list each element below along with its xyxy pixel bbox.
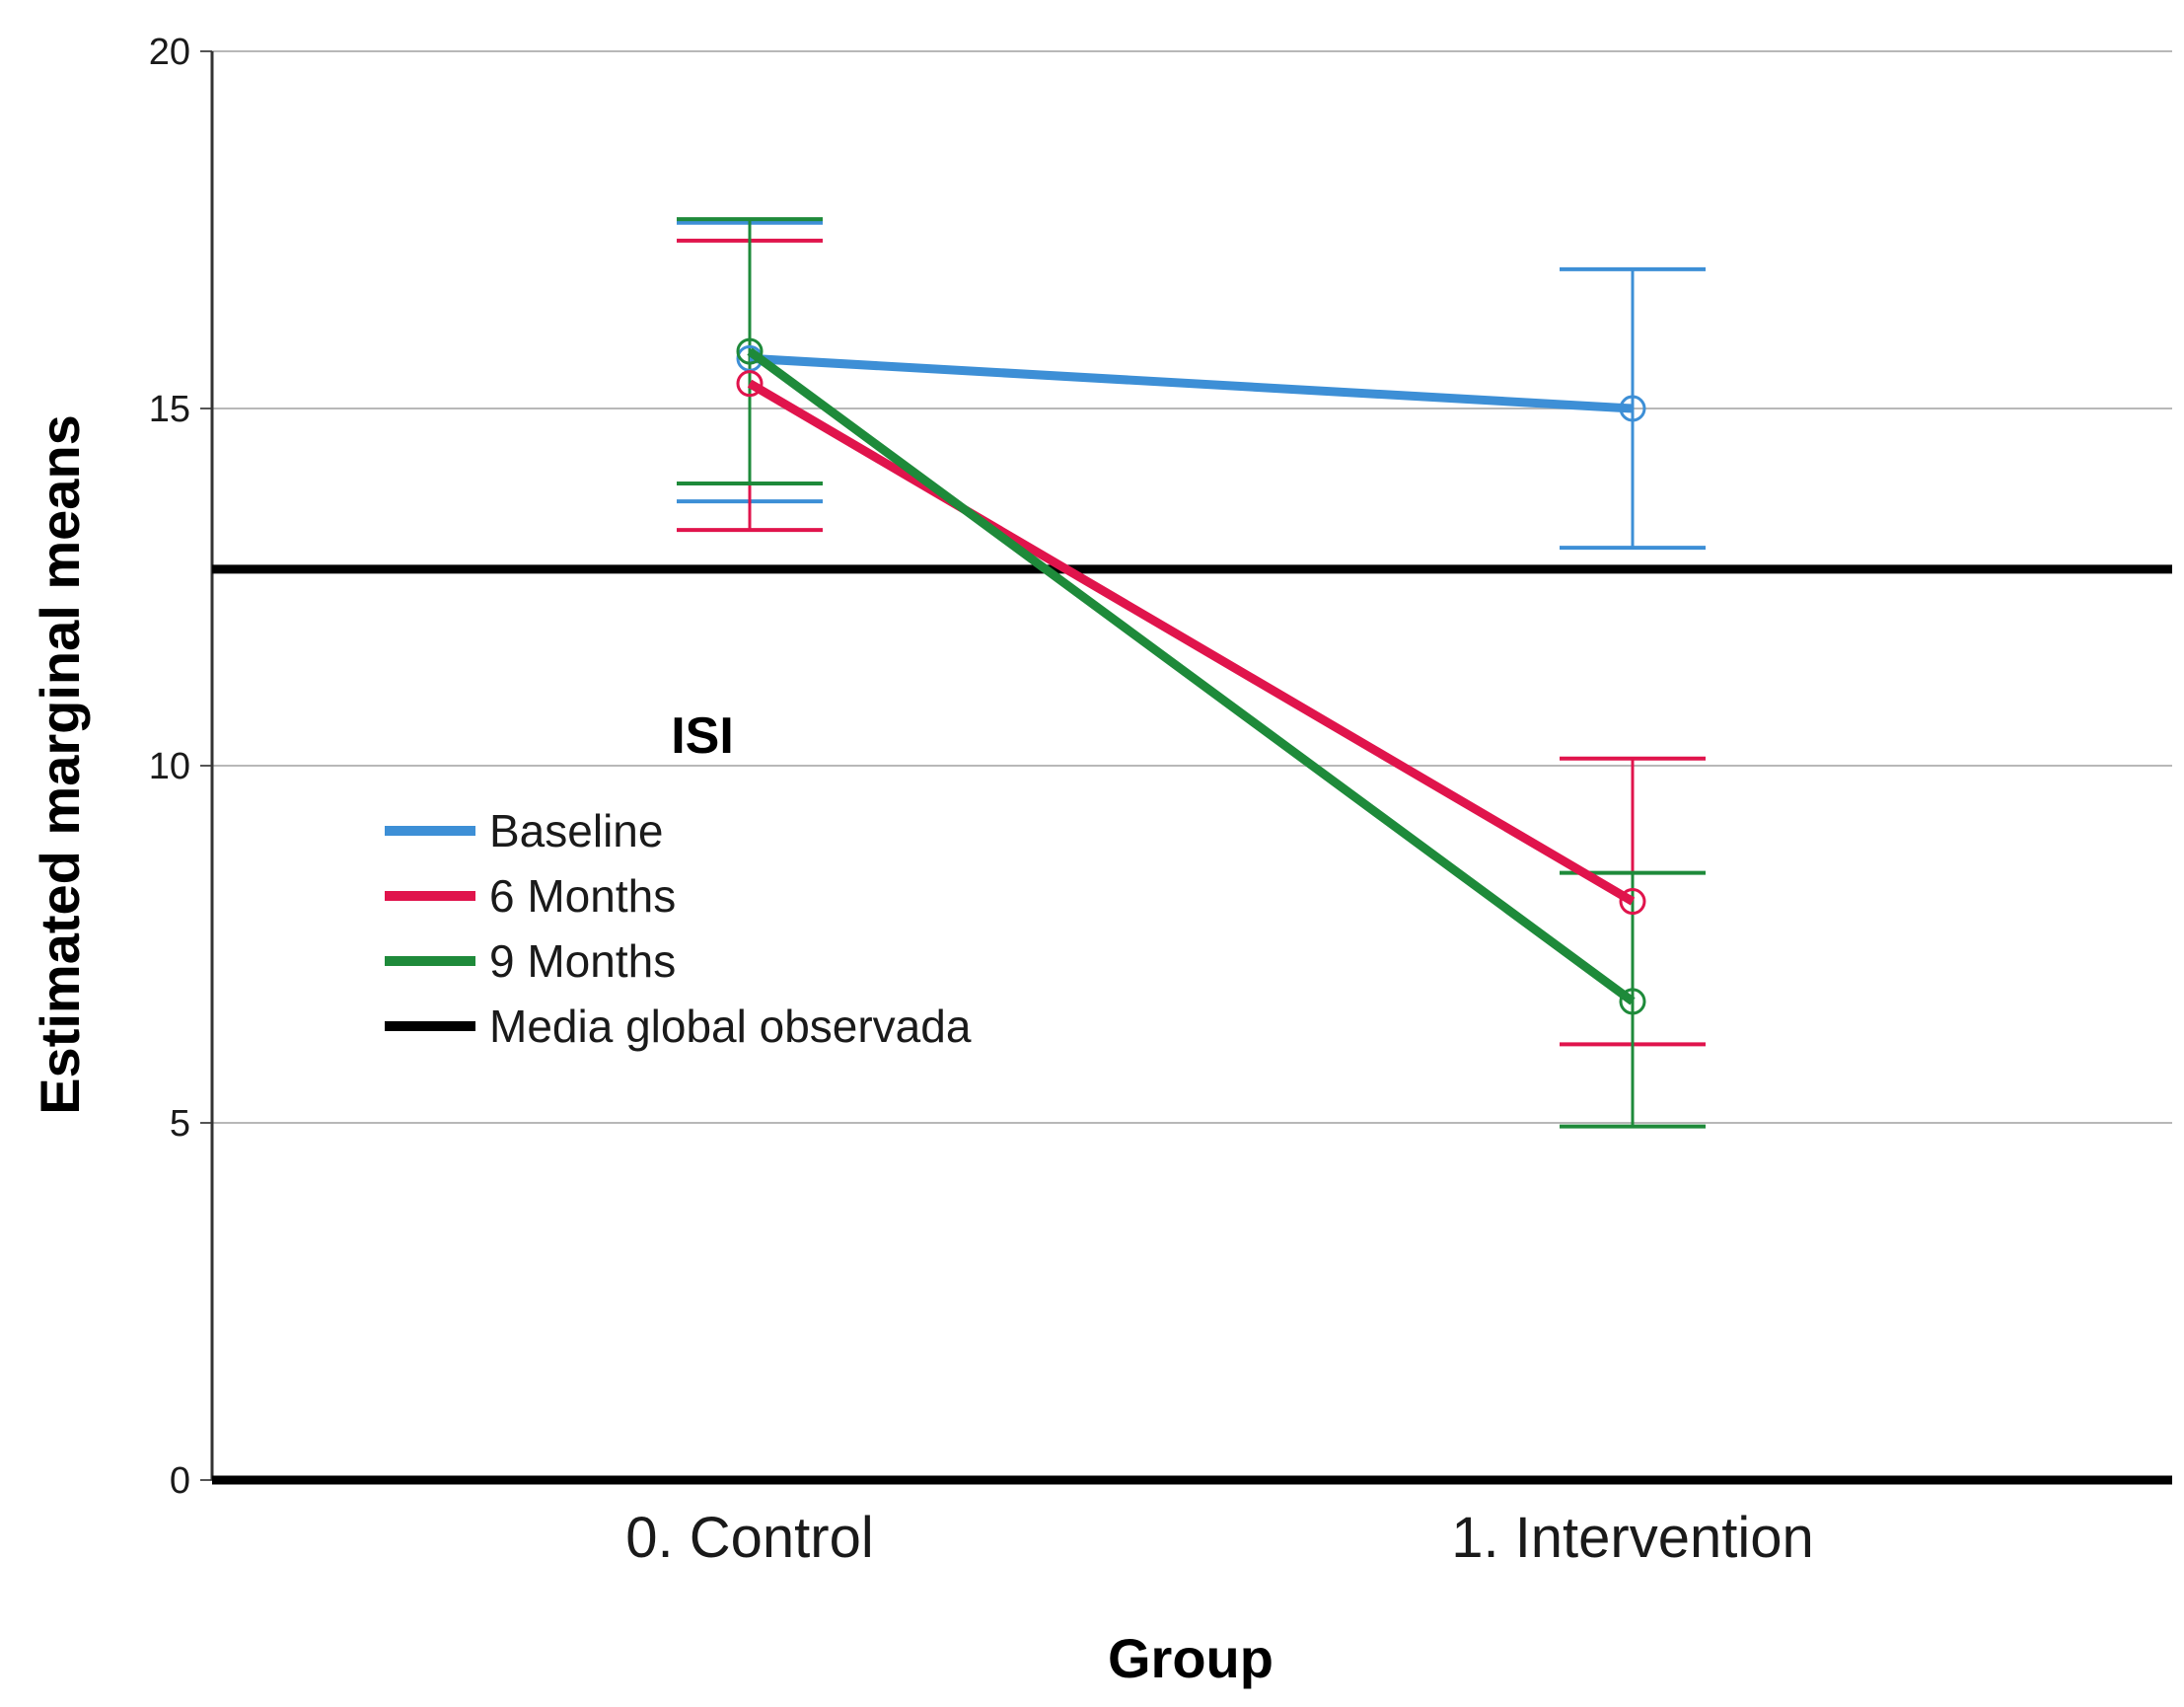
legend-label-9-months: 9 Months	[489, 935, 676, 987]
legend-title: ISI	[671, 707, 734, 765]
point-9-months-1	[1619, 988, 1646, 1015]
y-tick-label-0: 0	[170, 1460, 190, 1502]
point-baseline-1	[1619, 395, 1646, 422]
point-9-months-0	[736, 337, 764, 365]
series-line-9-months	[747, 347, 1636, 1005]
gridlines	[212, 50, 2172, 1124]
legend: Baseline 6 Months 9 Months Media global obs…	[385, 805, 972, 1052]
y-tick-label-10: 10	[149, 746, 190, 787]
y-axis-title: Estimated marginal means	[29, 414, 91, 1115]
labels: Group Estimated marginal means ISI	[29, 414, 1274, 1689]
y-tick-label-15: 15	[149, 389, 190, 430]
y-tick-label-20: 20	[149, 32, 190, 73]
legend-label-media-global-observada: Media global observada	[489, 1001, 972, 1052]
series-line-6-months	[747, 379, 1636, 906]
legend-label-6-months: 6 Months	[489, 870, 676, 922]
series-group	[677, 217, 1706, 1129]
point-6-months-1	[1619, 888, 1646, 916]
series-line-baseline	[749, 353, 1634, 413]
x-tick-label-0: 0. Control	[625, 1506, 873, 1570]
legend-label-baseline: Baseline	[489, 805, 663, 856]
axes: 0 5 10 15 20 0. Control 1. Intervention	[149, 32, 2172, 1570]
x-axis-title: Group	[1108, 1627, 1274, 1689]
point-6-months-0	[736, 370, 764, 398]
y-tick-label-5: 5	[170, 1103, 190, 1145]
x-tick-label-1: 1. Intervention	[1451, 1506, 1814, 1570]
